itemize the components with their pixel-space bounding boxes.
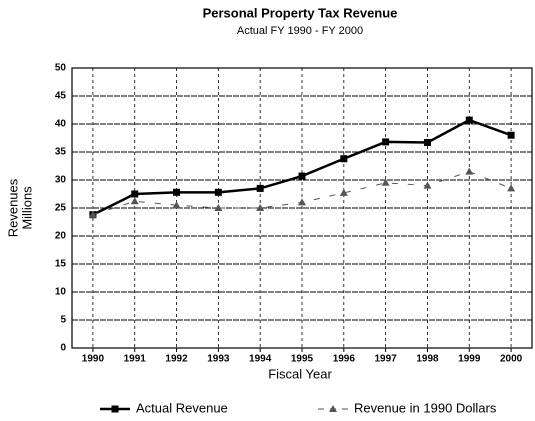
- x-tick-label: 1992: [165, 354, 188, 365]
- x-tick-label: 1994: [249, 354, 272, 365]
- x-tick-label: 1998: [416, 354, 439, 365]
- legend-label: Actual Revenue: [136, 400, 228, 415]
- marker: [423, 138, 431, 146]
- marker: [465, 116, 473, 124]
- y-tick-label: 10: [55, 287, 67, 298]
- y-tick-label: 15: [55, 259, 67, 270]
- y-axis-title: Revenues: [5, 178, 20, 237]
- y-tick-label: 50: [55, 63, 67, 74]
- legend-label: Revenue in 1990 Dollars: [354, 400, 497, 415]
- x-tick-label: 1991: [124, 354, 147, 365]
- x-tick-label: 1996: [333, 354, 356, 365]
- marker: [173, 188, 181, 196]
- x-tick-label: 2000: [500, 354, 523, 365]
- marker: [298, 172, 306, 180]
- marker: [507, 131, 515, 139]
- marker: [329, 405, 337, 412]
- marker: [256, 204, 265, 211]
- marker: [507, 184, 516, 192]
- y-tick-label: 25: [55, 203, 67, 214]
- y-tick-label: 0: [60, 343, 66, 354]
- marker: [381, 178, 390, 186]
- y-axis-title: Millions: [19, 186, 34, 230]
- marker: [172, 201, 181, 209]
- x-tick-label: 1993: [207, 354, 230, 365]
- x-tick-label: 1990: [82, 354, 105, 365]
- x-tick-label: 1995: [291, 354, 314, 365]
- marker: [465, 167, 474, 175]
- marker: [256, 184, 264, 192]
- y-tick-label: 45: [55, 91, 67, 102]
- marker: [131, 190, 139, 198]
- x-tick-label: 1999: [458, 354, 481, 365]
- marker: [88, 210, 97, 218]
- marker: [214, 188, 222, 196]
- x-tick-label: 1997: [375, 354, 398, 365]
- x-axis-title: Fiscal Year: [268, 366, 332, 381]
- marker: [423, 181, 432, 189]
- plot-frame: [71, 67, 533, 349]
- marker: [130, 197, 139, 205]
- chart-title: Personal Property Tax Revenue: [203, 5, 398, 20]
- y-tick-label: 20: [55, 231, 67, 242]
- y-tick-label: 40: [55, 119, 67, 130]
- y-tick-label: 5: [60, 315, 66, 326]
- y-tick-label: 35: [55, 147, 67, 158]
- marker: [298, 198, 306, 206]
- marker: [340, 155, 348, 163]
- y-tick-label: 30: [55, 175, 67, 186]
- marker: [382, 138, 390, 146]
- marker: [111, 405, 119, 413]
- marker: [214, 204, 223, 211]
- chart-subtitle: Actual FY 1990 - FY 2000: [237, 25, 363, 37]
- marker: [339, 188, 348, 196]
